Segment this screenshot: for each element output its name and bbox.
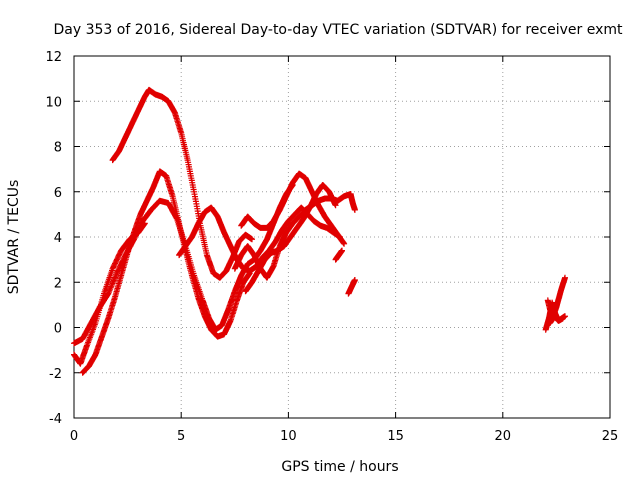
- x-tick-label: 20: [495, 429, 512, 444]
- x-tick-label: 10: [280, 429, 297, 444]
- series-arc-2: [109, 86, 255, 281]
- series-arc-9: [332, 247, 345, 263]
- marker-path: [71, 182, 296, 347]
- y-tick-label: 2: [54, 276, 62, 291]
- x-tick-label: 25: [602, 429, 619, 444]
- series-arc-11: [345, 277, 358, 297]
- series-arc-10: [347, 191, 358, 213]
- marker-path: [347, 191, 358, 213]
- marker-path: [242, 182, 339, 295]
- marker-path: [109, 86, 255, 281]
- y-tick-label: 8: [54, 141, 62, 156]
- x-tick-label: 5: [177, 429, 185, 444]
- marker-path: [547, 313, 566, 326]
- chart-title: Day 353 of 2016, Sidereal Day-to-day VTE…: [54, 22, 624, 38]
- y-tick-label: 0: [54, 322, 62, 337]
- y-axis-label: SDTVAR / TECUs: [6, 180, 22, 295]
- y-tick-label: -4: [49, 412, 62, 427]
- y-tick-label: -2: [49, 367, 62, 382]
- x-tick-label: 15: [387, 429, 404, 444]
- series-arc-7: [238, 170, 348, 247]
- x-axis-label: GPS time / hours: [281, 459, 398, 475]
- marker-path: [345, 277, 358, 297]
- marker-path: [79, 168, 253, 376]
- marker-path: [238, 170, 348, 247]
- series-arc-8: [242, 182, 339, 295]
- y-tick-label: 4: [54, 231, 62, 246]
- y-tick-label: 12: [45, 50, 62, 65]
- series-arc-3: [79, 168, 253, 376]
- ticks-layer: 0 5 10 15 20 25 -4 -2 0 2 4 6 8 10 12: [45, 50, 618, 444]
- y-tick-label: 6: [54, 186, 62, 201]
- series-layer: [71, 86, 568, 376]
- x-tick-label: 0: [70, 429, 78, 444]
- series-arc-4: [71, 182, 296, 347]
- marker-path: [332, 247, 345, 263]
- series-arc-14: [547, 313, 566, 326]
- y-tick-label: 10: [45, 95, 62, 110]
